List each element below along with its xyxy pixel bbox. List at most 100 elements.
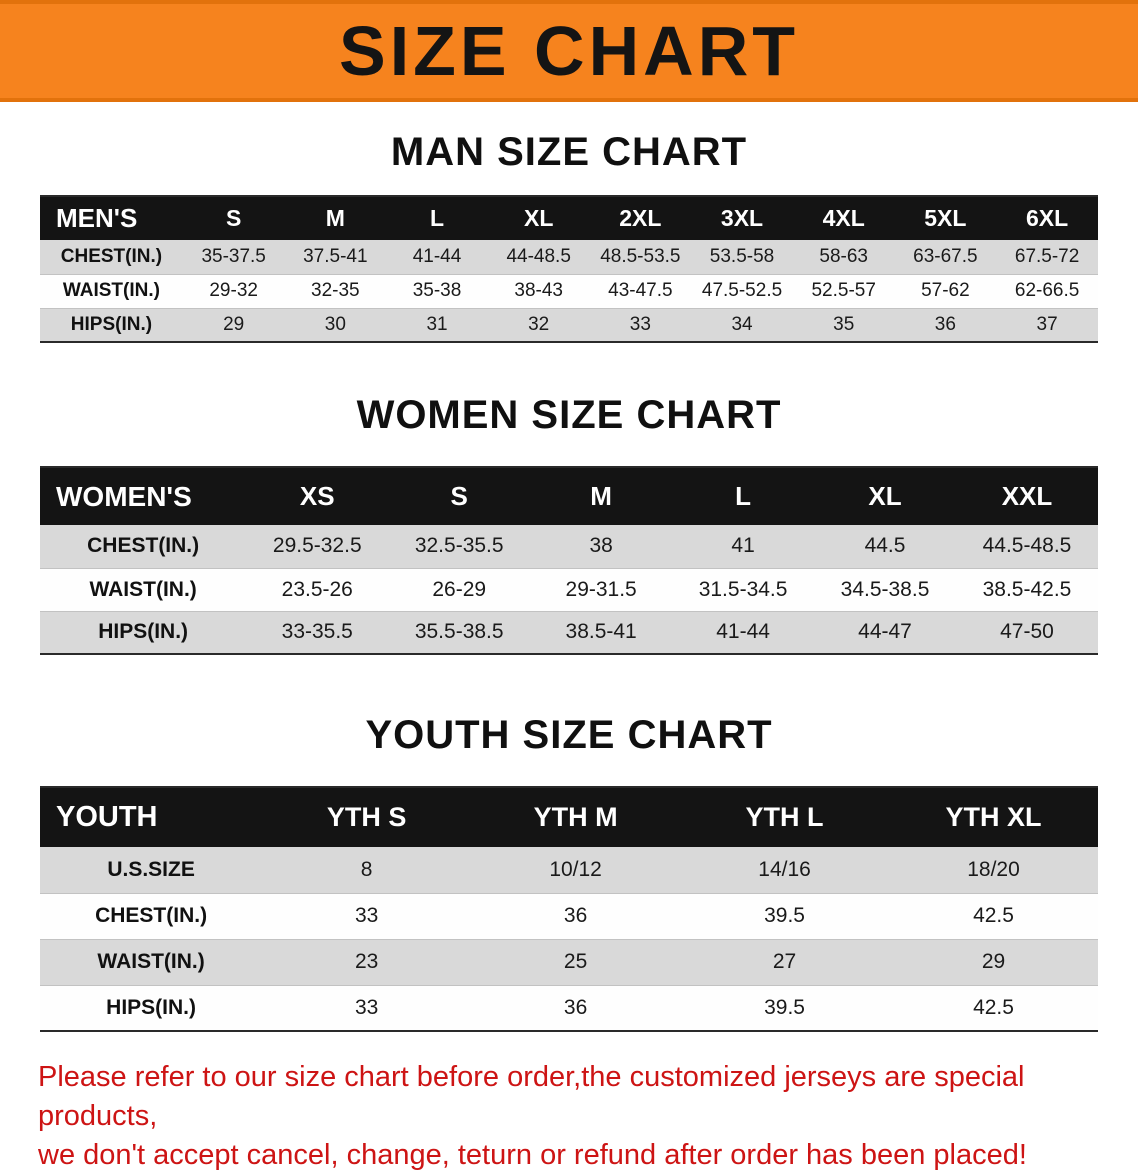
order-policy-line-1: Please refer to our size chart before or… [38,1061,1025,1133]
banner: SIZE CHART [0,0,1138,102]
size-column-header: YTH S [262,787,472,847]
size-value-cell: 27 [772,950,797,973]
size-value-cell: 41-44 [412,245,462,267]
size-value-cell: 35 [833,313,855,335]
table-row: CHEST(IN.) 35-37.5 37.5-41 41-44 44-48.5 48.5… [40,240,1098,274]
size-column-header: 3XL [691,196,793,240]
table-title-cell: WOMEN'S [40,467,247,525]
size-value-cell: 44-48.5 [506,245,571,267]
size-column-header: S [388,467,531,525]
table-row: WAIST(IN.) 29-32 32-35 35-38 38-43 43-47.5 47.… [40,274,1098,308]
size-column-header: 6XL [996,196,1098,240]
size-value-cell: 39.5 [764,995,805,1019]
size-value-cell: 29-31.5 [565,577,637,601]
size-value-cell: 38 [589,534,613,558]
size-column-header: YTH M [471,787,681,847]
size-value-cell: 34 [731,313,753,335]
size-value-cell: 47.5-52.5 [701,280,783,301]
order-policy-note: Please refer to our size chart before or… [38,1058,1100,1175]
size-value-cell: 8 [360,857,373,881]
size-column-header: YTH XL [889,787,1098,847]
youth-size-table: YOUTH YTH S YTH M YTH L YTH XL U.S.SIZE 8 10/12… [40,786,1098,1032]
size-value-cell: 47-50 [1000,620,1054,644]
row-label-cell: CHEST(IN.) [87,534,200,558]
size-column-header: S [182,196,285,240]
size-value-cell: 38-43 [514,280,563,301]
size-chart-title: SIZE CHART [339,12,799,90]
size-value-cell: 41 [731,534,755,558]
men-size-section: MAN SIZE CHART MEN'S S M L XL 2XL 3XL 4XL 5XL 6XL… [0,130,1138,343]
size-value-cell: 43-47.5 [608,280,673,301]
size-value-cell: 23.5-26 [281,577,353,601]
size-value-cell: 10/12 [549,857,602,881]
row-label-cell: WAIST(IN.) [62,280,160,301]
size-value-cell: 44-47 [858,620,912,644]
size-value-cell: 29-32 [209,280,258,301]
table-row: CHEST(IN.) 29.5-32.5 32.5-35.5 38 41 44.5 44.5… [40,525,1098,568]
size-value-cell: 38.5-42.5 [982,577,1072,601]
table-header-row: MEN'S S M L XL 2XL 3XL 4XL 5XL 6XL [40,196,1098,240]
size-value-cell: 33-35.5 [281,620,353,644]
table-title-cell: MEN'S [40,196,183,240]
size-value-cell: 29 [223,313,245,335]
size-value-cell: 23 [354,950,379,973]
size-value-cell: 42.5 [973,904,1014,927]
size-value-cell: 32.5-35.5 [414,534,504,558]
size-value-cell: 36 [563,995,588,1019]
size-value-cell: 36 [563,904,588,927]
size-column-header: L [672,467,815,525]
size-value-cell: 29.5-32.5 [272,534,362,558]
size-value-cell: 29 [981,950,1006,973]
table-row: CHEST(IN.) 33 36 39.5 42.5 [40,893,1098,939]
size-value-cell: 67.5-72 [1014,245,1080,267]
size-column-header: L [386,196,488,240]
size-value-cell: 18/20 [967,857,1020,881]
table-row: U.S.SIZE 8 10/12 14/16 18/20 [40,847,1098,893]
size-value-cell: 42.5 [973,995,1014,1019]
size-value-cell: 31 [426,313,448,335]
size-column-header: 2XL [589,196,692,240]
size-value-cell: 32-35 [311,280,360,301]
size-value-cell: 41-44 [716,620,770,644]
size-value-cell: 44.5-48.5 [982,534,1072,558]
youth-section-heading: YOUTH SIZE CHART [365,713,773,757]
size-value-cell: 26-29 [432,577,487,601]
order-policy-line-2: we don't accept cancel, change, teturn o… [38,1139,1027,1172]
size-value-cell: 34.5-38.5 [840,577,930,601]
women-size-section: WOMEN SIZE CHART WOMEN'S XS S M L XL XXL CHEST(… [0,393,1138,655]
table-header-row: YOUTH YTH S YTH M YTH L YTH XL [40,787,1098,847]
youth-size-section: YOUTH SIZE CHART YOUTH YTH S YTH M YTH L YTH… [0,713,1138,1032]
size-value-cell: 52.5-57 [811,280,876,301]
row-label-cell: HIPS(IN.) [98,620,189,644]
size-value-cell: 63-67.5 [913,245,978,267]
size-column-header: 5XL [894,196,997,240]
size-value-cell: 33 [354,995,379,1019]
table-row: WAIST(IN.) 23 25 27 29 [40,939,1098,985]
size-column-header: XXL [955,467,1098,525]
size-value-cell: 35.5-38.5 [414,620,504,644]
size-value-cell: 35-37.5 [201,245,266,267]
table-header-row: WOMEN'S XS S M L XL XXL [40,467,1098,525]
men-section-heading: MAN SIZE CHART [390,130,748,174]
row-label-cell: WAIST(IN.) [97,950,205,973]
table-title-cell: YOUTH [40,787,263,847]
size-chart-content: MAN SIZE CHART MEN'S S M L XL 2XL 3XL 4XL 5XL 6XL… [0,130,1138,1175]
size-column-header: YTH L [680,787,890,847]
size-value-cell: 62-66.5 [1014,280,1080,301]
women-section-heading: WOMEN SIZE CHART [356,393,782,437]
size-column-header: XL [487,196,590,240]
size-value-cell: 38.5-41 [565,620,637,644]
size-value-cell: 31.5-34.5 [698,577,788,601]
size-value-cell: 32 [528,313,550,335]
table-row: HIPS(IN.) 33-35.5 35.5-38.5 38.5-41 41-44 44-… [40,611,1098,654]
size-column-header: 4XL [792,196,895,240]
men-size-table: MEN'S S M L XL 2XL 3XL 4XL 5XL 6XL CHEST(IN.) 35-37… [40,195,1098,343]
size-column-header: M [530,467,673,525]
row-label-cell: WAIST(IN.) [89,577,197,601]
size-value-cell: 30 [324,313,346,335]
row-label-cell: CHEST(IN.) [60,245,163,267]
size-value-cell: 48.5-53.5 [600,245,681,267]
size-value-cell: 25 [563,950,588,973]
size-column-header: M [284,196,387,240]
size-value-cell: 14/16 [758,857,811,881]
